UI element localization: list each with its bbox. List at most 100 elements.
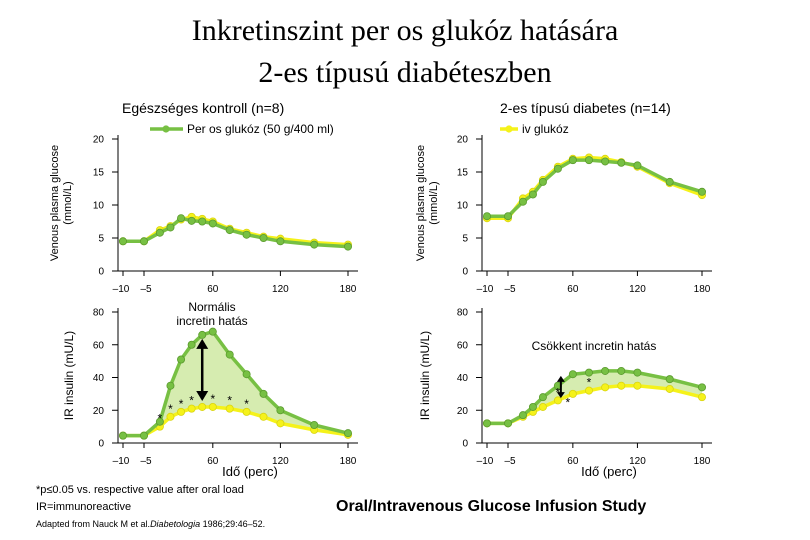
data-point-oral (568, 370, 577, 379)
data-point-oral (665, 177, 674, 186)
data-point-oral (276, 406, 285, 415)
data-point-oral (538, 393, 547, 402)
data-point-oral (198, 217, 207, 226)
data-point-iv (617, 381, 626, 390)
chart-insulin-diabetes: 0 20 40 60 80 –10 –5 60 120 180 IR insulin (mU/L) I… (418, 308, 712, 479)
data-point-iv (538, 402, 547, 411)
data-point-oral (503, 212, 512, 221)
data-point-oral (208, 327, 217, 336)
legend-marker-iv (505, 125, 513, 133)
data-point-oral (482, 419, 491, 428)
data-point-oral (617, 158, 626, 167)
source-prefix: Adapted from Nauck M et al. (36, 519, 151, 529)
incretin-arrow-head-down (556, 392, 565, 399)
annotation-line-1: Normális (188, 300, 235, 314)
chart-glucose-healthy: 0 5 10 15 20 –10 –5 60 120 180 Venous plasma gluco… (49, 100, 358, 295)
x-tick-label: 120 (629, 284, 646, 295)
x-tick-label: –10 (113, 284, 130, 295)
data-point-iv (225, 404, 234, 413)
y-axis-label: Venous plasma glucose (415, 145, 427, 261)
significance-marker: * (158, 412, 163, 426)
data-point-iv (166, 412, 175, 421)
y-tick-label: 20 (457, 135, 469, 146)
data-point-oral (518, 197, 527, 206)
y-tick-label: 10 (93, 201, 105, 212)
x-tick-label: 180 (340, 284, 357, 295)
significance-marker: * (587, 376, 592, 390)
data-point-oral (242, 370, 251, 379)
y-tick-label: 0 (98, 267, 104, 278)
y-tick-label: 0 (98, 439, 104, 450)
x-tick-label: –10 (477, 284, 494, 295)
data-point-oral (601, 157, 610, 166)
series-line-iv (487, 155, 703, 220)
x-tick-label: 180 (694, 456, 711, 467)
data-point-oral (633, 161, 642, 170)
significance-marker: * (210, 392, 215, 406)
data-point-iv (177, 407, 186, 416)
data-point-iv (633, 381, 642, 390)
y-axis-label: IR insulin (mU/L) (62, 331, 76, 420)
data-point-oral (187, 340, 196, 349)
y-tick-label: 80 (457, 308, 469, 319)
slide-title-line-2: 2-es típusú diabéteszben (258, 56, 552, 89)
data-point-oral (155, 417, 164, 426)
data-point-iv (208, 402, 217, 411)
x-tick-label: –10 (113, 456, 130, 467)
y-tick-label: 5 (462, 234, 468, 245)
data-point-oral (553, 164, 562, 173)
x-tick-label: –5 (504, 284, 516, 295)
data-point-oral (503, 419, 512, 428)
data-point-oral (242, 230, 251, 239)
y-tick-label: 0 (462, 439, 468, 450)
annotation-reduced: Csökkent incretin hatás (532, 339, 657, 353)
data-point-oral (482, 212, 491, 221)
legend-label-iv: iv glukóz (522, 122, 569, 136)
data-point-oral (310, 240, 319, 249)
source-suffix: 1986;29:46–52. (200, 519, 266, 529)
data-point-oral (698, 383, 707, 392)
data-point-oral (119, 237, 128, 246)
footnote-ir: IR=immunoreactive (36, 501, 132, 513)
data-point-oral (166, 223, 175, 232)
source-citation: Adapted from Nauck M et al.Diabetologia … (36, 519, 265, 529)
x-axis-label: Idő (perc) (222, 464, 278, 479)
data-point-oral (225, 226, 234, 235)
incretin-arrow-head-down (196, 390, 209, 401)
x-tick-label: 60 (207, 284, 219, 295)
data-point-oral (698, 187, 707, 196)
data-point-oral (177, 355, 186, 364)
chart-glucose-diabetes: 0 5 10 15 20 –10 –5 60 120 180 Venous plasma gluco… (415, 100, 712, 295)
data-point-iv (187, 404, 196, 413)
data-point-oral (187, 216, 196, 225)
data-point-iv (698, 393, 707, 402)
data-point-oral (538, 177, 547, 186)
data-point-oral (166, 381, 175, 390)
x-tick-label: 180 (340, 456, 357, 467)
y-tick-label: 20 (93, 135, 105, 146)
y-tick-label: 0 (462, 267, 468, 278)
x-tick-label: 120 (272, 456, 289, 467)
significance-marker: * (168, 402, 173, 416)
data-point-oral (343, 429, 352, 438)
significance-marker: * (179, 397, 184, 411)
data-point-oral (518, 411, 527, 420)
data-point-oral (633, 368, 642, 377)
y-axis-label-unit: (mmol/L) (62, 181, 74, 224)
incretin-arrow-head-up (196, 338, 209, 349)
x-tick-label: –5 (140, 456, 152, 467)
x-tick-label: 120 (629, 456, 646, 467)
y-tick-label: 40 (93, 373, 105, 384)
data-point-oral (198, 330, 207, 339)
panel-title: 2-es típusú diabetes (n=14) (500, 100, 671, 116)
data-point-iv (584, 386, 593, 395)
data-point-iv (665, 384, 674, 393)
significance-marker: * (189, 394, 194, 408)
series-line-oral (487, 158, 703, 218)
data-point-iv (259, 412, 268, 421)
data-point-oral (119, 431, 128, 440)
x-tick-label: 60 (567, 284, 579, 295)
x-tick-label: 60 (207, 456, 219, 467)
x-tick-label: 60 (567, 456, 579, 467)
